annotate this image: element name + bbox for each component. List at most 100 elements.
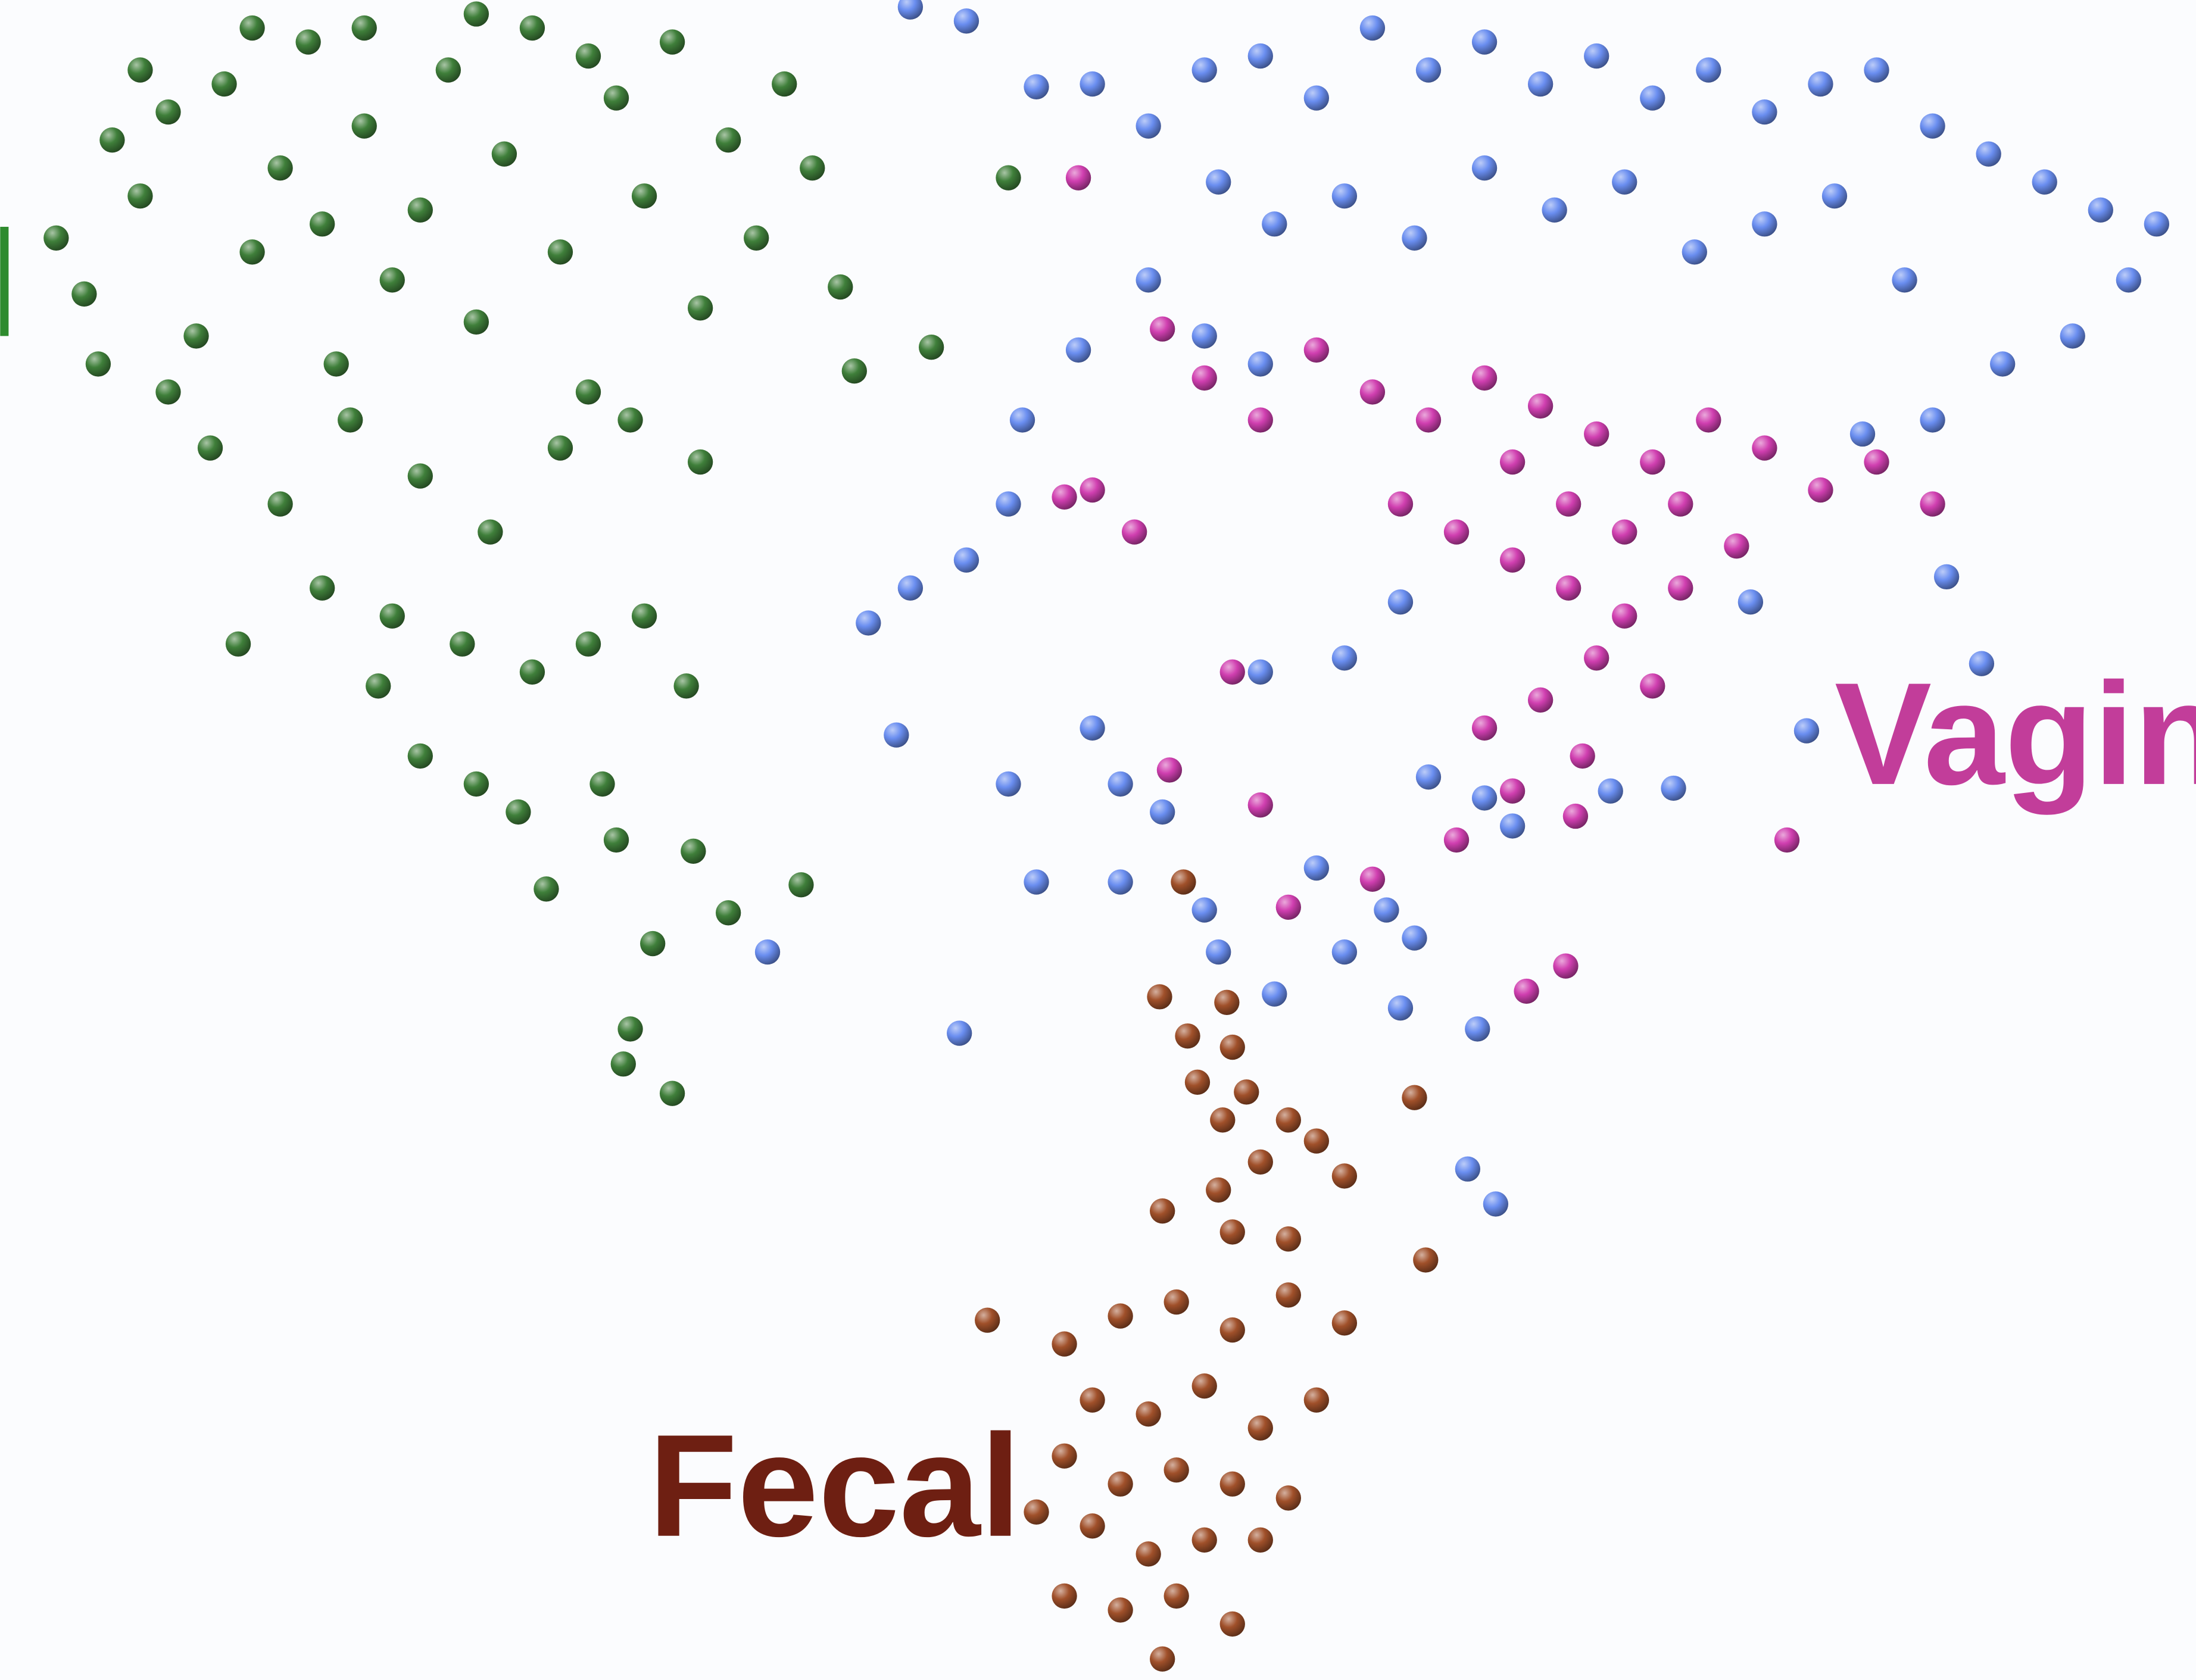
point [1214,989,1240,1015]
point [1275,1485,1301,1511]
point [1121,519,1147,545]
point [1331,183,1358,209]
point [1555,575,1582,601]
point [407,463,433,489]
point [127,57,153,83]
point [1808,477,1833,503]
point [610,1051,636,1077]
point [183,323,209,349]
annotation: Fecal [648,1404,1021,1567]
point [1080,71,1105,97]
point [1206,1177,1231,1203]
point [897,575,924,601]
point [197,435,223,461]
point [1640,449,1665,475]
point [1136,1541,1161,1567]
point [715,127,741,153]
point [1682,239,1707,265]
point [1555,491,1582,517]
point [85,351,111,377]
point [1465,1016,1490,1042]
point [1275,1226,1301,1252]
point [1821,183,1848,209]
point [1247,407,1273,433]
point [1108,1471,1133,1497]
point [1668,491,1693,517]
point [1247,1527,1273,1553]
point [897,0,924,20]
point [239,15,265,41]
point [534,876,559,902]
point [1275,1282,1301,1308]
point [1163,1289,1189,1315]
point [1402,225,1427,251]
point [1359,866,1386,892]
point [1303,85,1330,111]
point [1024,869,1049,895]
point [996,491,1021,517]
point [603,827,629,853]
point [2032,169,2057,195]
point [351,15,377,41]
point [267,491,293,517]
point [1219,1317,1245,1343]
point [1219,1471,1245,1497]
point [225,631,251,657]
point [617,407,643,433]
point [1933,564,1960,590]
point [1612,603,1637,629]
point [1303,1387,1330,1413]
point [1738,589,1764,615]
point [1752,211,1777,237]
point [1052,484,1077,510]
point [1150,1646,1175,1672]
point [1598,778,1623,804]
point [1150,316,1175,342]
point [1969,651,1995,676]
point [1219,1034,1245,1060]
point [1359,379,1386,405]
clipped-label-edge [0,226,9,336]
point [450,631,475,657]
point [1009,407,1035,433]
point [1553,953,1579,979]
point [379,603,405,629]
point [1303,1128,1330,1154]
point [310,575,335,601]
point [1206,169,1231,195]
point [673,673,699,699]
point [1584,421,1609,447]
point [1387,995,1414,1021]
point [1024,74,1049,99]
point [43,225,69,251]
point [788,872,814,898]
point [1275,1107,1301,1133]
point [1150,799,1175,825]
point [547,239,573,265]
point [1331,1310,1358,1336]
point [1108,1303,1133,1329]
point [1920,407,1945,433]
point [463,309,489,335]
point [856,610,881,636]
point [519,15,545,41]
annotation: Vagina [1835,652,2196,815]
point [681,838,706,864]
point [155,379,181,405]
point [659,1081,685,1106]
point [1191,323,1217,349]
point [1247,1415,1273,1441]
point [1793,718,1820,744]
point [1455,1156,1481,1182]
point [1976,141,2001,167]
point [1234,1079,1259,1105]
point [1471,365,1498,391]
point [1892,267,1917,293]
point [351,113,377,139]
point [1661,775,1686,801]
point [715,900,741,926]
point [1752,435,1777,461]
point [603,85,629,111]
point [1247,1149,1273,1175]
point [1752,99,1777,125]
